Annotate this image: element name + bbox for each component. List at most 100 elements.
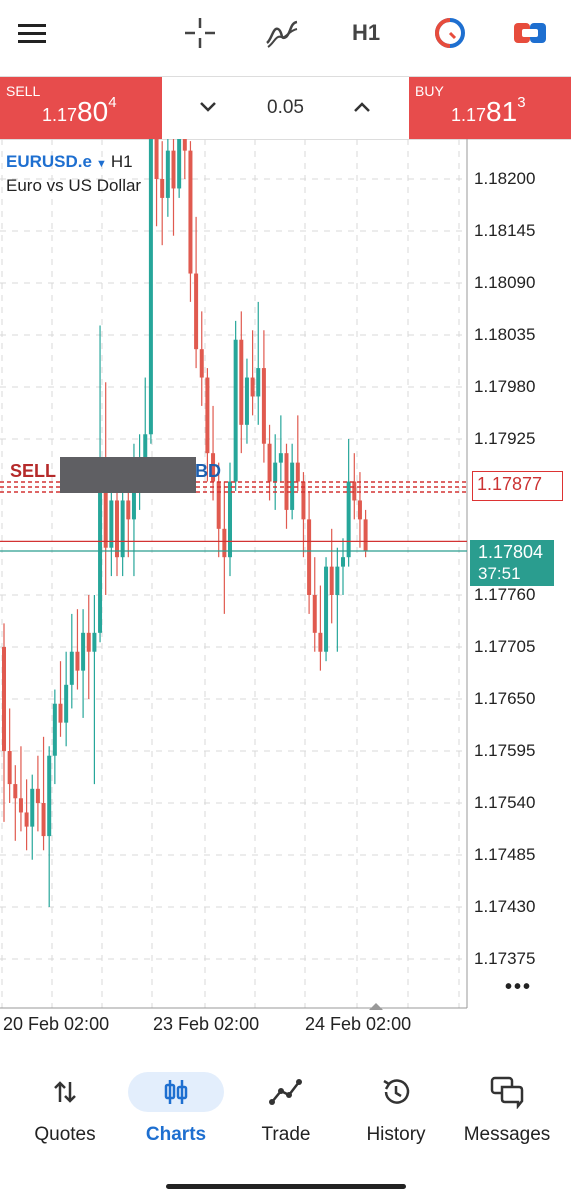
scroll-marker-icon [369,1003,383,1010]
candle-body [109,500,114,548]
ask-price-tag: 1.17877 [472,471,563,501]
candlestick-chart[interactable] [0,139,571,1039]
charts-icon [128,1072,224,1112]
sell-button[interactable]: SELL 1.17804 [0,77,162,139]
buy-label: BUY [415,83,444,99]
y-axis-label: 1.17595 [474,741,536,760]
candle-body [244,377,249,425]
lot-size-value[interactable]: 0.05 [267,97,304,118]
y-axis-label: 1.17540 [474,793,536,812]
candle-body [284,453,289,510]
candle-body [13,784,18,799]
y-axis-label: 1.18145 [474,221,536,240]
y-axis-label: 1.17650 [474,689,536,708]
candle-body [267,443,272,482]
one-click-trade-panel: SELL 1.17804 0.05 BUY 1.17813 [0,76,571,140]
candle-body [47,755,52,837]
candle-body [126,500,131,520]
candle-body [290,462,295,510]
candle-body [120,500,125,558]
crosshair-icon[interactable] [178,8,222,58]
candle-body [154,139,159,179]
more-options-icon[interactable]: ••• [505,976,533,998]
sell-price: 1.17804 [42,94,117,127]
lot-size-control: 0.05 [162,77,409,139]
candle-body [41,803,46,837]
menu-icon[interactable] [10,8,54,58]
nav-quotes[interactable]: Quotes [17,1060,113,1170]
candle-body [103,481,108,548]
bid-price-tag: 1.17804 37:51 [470,540,554,586]
candle-body [7,751,12,785]
candle-body [211,453,216,482]
price-chart[interactable] [0,139,571,1039]
y-axis-label: 1.18090 [474,273,536,292]
one-click-trading-icon[interactable] [428,8,472,58]
nav-charts[interactable]: Charts [128,1060,224,1170]
candle-body [182,139,187,151]
candle-body [30,788,35,827]
candle-body [239,339,244,425]
candle-body [69,651,74,685]
y-axis-label: 1.17375 [474,949,536,968]
candle-body [250,377,255,397]
timeframe-button[interactable]: H1 [351,20,381,45]
candle-body [205,377,210,454]
chart-symbol: EURUSD.e ▼ H1 [6,152,133,171]
candle-body [357,500,362,520]
candle-body [188,150,193,274]
indicators-icon[interactable] [260,8,304,58]
candle-body [341,557,345,567]
candle-body [92,632,97,652]
candle-body [35,788,40,803]
nav-messages[interactable]: Messages [456,1060,558,1170]
candle-body [301,481,306,520]
sell-order-line-label: SELL [10,461,57,481]
nav-trade[interactable]: Trade [238,1060,334,1170]
candle-body [233,339,238,482]
y-axis-label: 1.17485 [474,845,536,864]
messages-icon [459,1072,555,1112]
candle-body [363,519,368,552]
candle-body [81,632,86,671]
candle-body [228,481,232,558]
candle-body [307,519,312,595]
y-axis-label: 1.18035 [474,325,536,344]
candle-body [86,632,91,652]
candle-body [177,139,182,189]
candle-body [199,349,204,378]
candle-body [64,684,69,723]
nav-history[interactable]: History [348,1060,444,1170]
candle-body [278,453,283,463]
chevron-up-icon[interactable] [342,89,382,125]
redacted-block [60,457,196,493]
chevron-down-icon[interactable] [188,89,228,125]
candle-body [324,566,329,652]
y-axis-label: 1.17430 [474,897,536,916]
buy-price: 1.17813 [451,94,526,127]
home-indicator [166,1184,406,1189]
bottom-navigation: Quotes Charts Trade History Messages [0,1060,571,1170]
candle-body [312,595,317,633]
candle-body [143,434,148,463]
candle-body [329,566,334,595]
candle-body [256,368,261,397]
candle-body [52,703,57,756]
buy-button[interactable]: BUY 1.17813 [409,77,571,139]
candle-body [58,703,63,723]
candle-body [171,150,176,189]
top-toolbar: H1 [0,0,571,76]
candle-body [295,462,300,482]
candle-body [273,462,278,482]
x-axis-label: 23 Feb 02:00 [153,1014,260,1034]
trade-icon [238,1072,334,1112]
candle-body [194,273,199,350]
candle-body [346,481,351,558]
trade-icon[interactable] [508,8,552,58]
candle-body [18,798,23,813]
candle-body [131,481,136,520]
bid-price: 1.17804 [478,542,544,562]
candle-body [24,812,29,827]
candle-body [352,481,357,501]
candle-body [335,566,340,595]
